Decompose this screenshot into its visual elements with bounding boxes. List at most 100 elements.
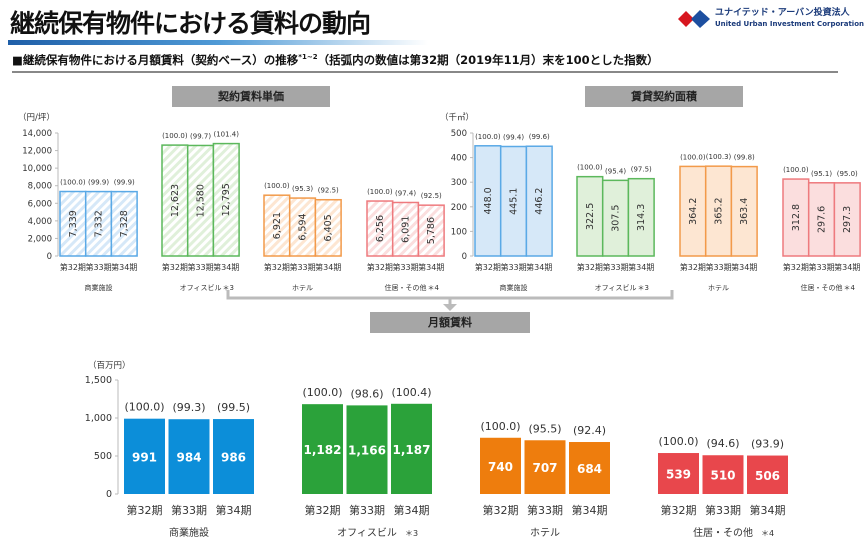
period-label: 第33期	[187, 262, 213, 272]
value-label: 12,795	[221, 183, 232, 216]
value-label: 448.0	[483, 187, 494, 214]
value-label: 510	[710, 469, 735, 483]
y-axis-label: （円/坪）	[18, 112, 55, 123]
y-tick-label: 400	[451, 154, 467, 164]
bar-commercial-2	[168, 419, 210, 494]
category-label: オフィスビル	[337, 527, 397, 539]
period-label: 第33期	[289, 262, 315, 272]
y-tick-label: 1,500	[85, 375, 112, 386]
index-label: (92.5)	[421, 192, 442, 200]
y-tick-label: 4,000	[28, 217, 52, 227]
value-label: 539	[666, 468, 691, 482]
footnote-mark: ＊4	[844, 284, 856, 292]
period-label: 第34期	[394, 503, 430, 517]
value-label: 991	[132, 450, 157, 464]
index-label: (99.8)	[734, 154, 755, 162]
bar-office-3	[627, 177, 655, 257]
index-label: (101.4)	[213, 131, 239, 139]
period-label: 第32期	[367, 262, 393, 272]
period-label: 第33期	[705, 262, 731, 272]
value-label: 740	[488, 460, 513, 474]
section-unit-price: 契約賃料単価	[172, 86, 330, 107]
footnote-mark: ＊3	[405, 529, 418, 538]
period-label: 第33期	[500, 262, 526, 272]
value-label: 12,580	[196, 184, 207, 217]
y-tick-label: 100	[451, 227, 467, 237]
bar-hotel-2	[704, 165, 733, 257]
y-tick-label: 10,000	[22, 164, 52, 174]
bar-commercial-3	[110, 190, 138, 257]
index-label: (95.5)	[528, 422, 561, 435]
title-underline	[8, 40, 428, 45]
category-label: ホテル	[708, 284, 729, 292]
period-label: 第32期	[661, 503, 697, 517]
period-label: 第34期	[216, 503, 252, 517]
index-label: (95.1)	[811, 170, 832, 178]
footnote-mark: ＊4	[761, 529, 774, 538]
y-tick-label: 500	[94, 451, 112, 462]
value-label: 1,182	[304, 443, 342, 457]
bar-office-3	[212, 142, 240, 257]
bar-residential-1	[366, 200, 394, 257]
section-leased-area: 賃貸契約面積	[585, 86, 743, 107]
period-label: 第33期	[349, 503, 385, 517]
period-label: 第34期	[572, 503, 608, 517]
value-label: 12,623	[170, 184, 181, 217]
period-label: 第32期	[483, 503, 519, 517]
bar-commercial-2	[84, 190, 113, 257]
category-label: 商業施設	[169, 526, 209, 539]
period-label: 第34期	[750, 503, 786, 517]
chart-1: （円/坪） 0 2,000 4,000 6,000 8,000 10,000 12,000 14…	[18, 112, 445, 292]
divider	[12, 71, 838, 73]
bar-commercial-2	[499, 145, 528, 257]
value-label: 6,405	[323, 214, 334, 241]
bar-hotel-3	[314, 198, 342, 257]
index-label: (100.0)	[480, 420, 520, 433]
period-label: 第34期	[526, 262, 552, 272]
bar-commercial-3	[525, 145, 553, 257]
value-label: 7,332	[94, 210, 105, 237]
period-label: 第33期	[808, 262, 834, 272]
period-label: 第32期	[577, 262, 603, 272]
period-label: 第33期	[602, 262, 628, 272]
bar-commercial-1	[124, 418, 165, 494]
value-label: 297.6	[817, 206, 828, 233]
period-label: 第32期	[680, 262, 706, 272]
value-label: 984	[176, 451, 201, 465]
value-label: 7,328	[119, 210, 130, 237]
y-tick-label: 6,000	[28, 199, 52, 209]
bar-hotel-3	[730, 165, 758, 257]
bar-office-1	[161, 144, 189, 257]
period-label: 第32期	[162, 262, 188, 272]
index-label: (100.0)	[475, 133, 501, 141]
period-label: 第33期	[171, 503, 207, 517]
value-label: 297.3	[842, 206, 853, 233]
bar-hotel-1	[679, 165, 707, 257]
value-label: 5,786	[426, 217, 437, 244]
index-label: (99.7)	[190, 132, 211, 140]
period-label: 第32期	[475, 262, 501, 272]
bar-residential-3	[747, 455, 788, 494]
value-label: 363.4	[739, 198, 750, 225]
index-label: (99.5)	[217, 401, 250, 414]
bar-residential-2	[702, 455, 744, 494]
value-label: 365.2	[714, 197, 725, 224]
value-label: 445.1	[509, 188, 520, 215]
index-label: (99.6)	[529, 133, 550, 141]
category-label: 商業施設	[500, 283, 528, 292]
index-label: (98.6)	[350, 387, 383, 400]
period-label: 第34期	[111, 262, 137, 272]
period-label: 第33期	[705, 503, 741, 517]
category-label: 住居・その他	[385, 283, 427, 292]
bar-commercial-3	[213, 419, 254, 494]
index-label: (99.9)	[88, 179, 109, 187]
index-label: (100.0)	[162, 132, 188, 140]
value-label: 7,339	[68, 210, 79, 237]
period-label: 第33期	[527, 503, 563, 517]
value-label: 1,187	[393, 443, 431, 457]
y-tick-label: 8,000	[28, 182, 52, 192]
category-label: 商業施設	[85, 283, 113, 292]
bar-office-3	[391, 403, 432, 494]
index-label: (100.0)	[60, 179, 86, 187]
